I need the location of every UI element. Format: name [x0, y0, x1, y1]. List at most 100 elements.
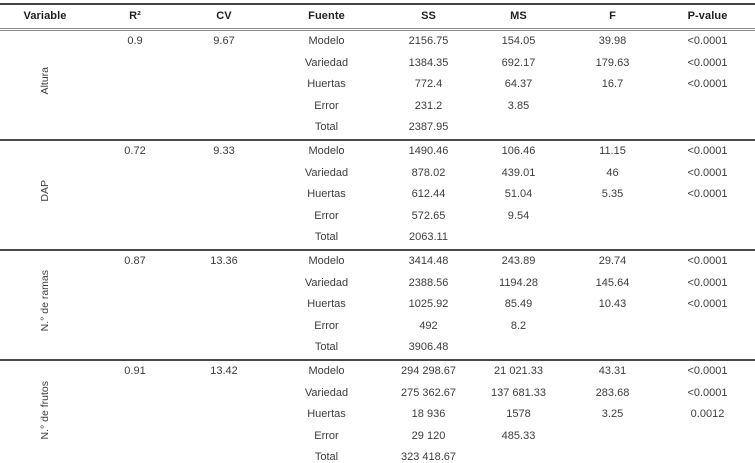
cell-ss: 612.44	[411, 188, 446, 201]
cell-ms: 243.89	[501, 254, 536, 267]
cell-f: 16.7	[601, 78, 624, 91]
cell-ss: 2063.11	[409, 231, 448, 244]
r2-value: 0.87	[124, 254, 146, 267]
table-row: Huertas 772.4 64.37 16.7 <0.0001	[0, 74, 755, 96]
cell-ms: 3.85	[507, 99, 530, 112]
cell-pvalue	[660, 227, 755, 250]
cell-ms: 1194.28	[499, 276, 538, 289]
header-cell-cv: CV	[216, 10, 232, 22]
cell-ss: 2156.75	[408, 35, 449, 47]
cell-ms: 439.01	[501, 166, 536, 179]
table-row: Total 323 418.67	[0, 447, 755, 463]
cell-ss: 1384.35	[408, 56, 449, 69]
cell-f: 43.31	[598, 364, 627, 377]
cell-pvalue	[660, 96, 755, 118]
cell-fuente: Modelo	[308, 254, 345, 267]
cell-ss: 275 362.67	[400, 386, 457, 399]
anova-table-container: Variable R² CV Fuente SS MS F P-value Al…	[0, 3, 755, 463]
variable-group: DAP 0.72 9.33 Modelo 1490.46 106.46 11.15 <0.00…	[0, 140, 755, 250]
variable-group: N.° de ramas 0.87 13.36 Modelo 3414.48 243.89…	[0, 250, 755, 360]
variable-label-cell: Altura	[0, 30, 90, 140]
cell-fuente: Error	[314, 209, 339, 222]
cell-ss: 29 120	[411, 429, 446, 442]
cell-f	[565, 227, 660, 250]
cv-value: 13.42	[210, 364, 238, 377]
cell-fuente: Total	[314, 231, 339, 244]
cell-fuente: Variedad	[304, 276, 349, 289]
table-row: Variedad 1384.35 692.17 179.63 <0.0001	[0, 53, 755, 75]
header-cell-pvalue: P-value	[687, 10, 728, 22]
cell-ms: 51.04	[504, 188, 533, 201]
cell-pvalue: <0.0001	[687, 78, 728, 91]
cell-ms	[472, 337, 565, 360]
cell-f	[565, 117, 660, 140]
cell-ss: 772.4	[414, 78, 443, 91]
table-row: Total 3906.48	[0, 337, 755, 360]
cell-f: 29.74	[598, 254, 627, 267]
table-row: N.° de ramas 0.87 13.36 Modelo 3414.48 243.89…	[0, 250, 755, 331]
variable-label: N.° de frutos	[38, 381, 51, 440]
cell-pvalue: 0.0012	[690, 408, 725, 421]
cell-pvalue: <0.0001	[687, 144, 728, 157]
cell-f	[565, 337, 660, 360]
variable-label: Altura	[38, 66, 51, 95]
cell-f	[565, 426, 660, 448]
cell-fuente: Huertas	[307, 78, 346, 91]
cell-fuente: Huertas	[307, 408, 346, 421]
cell-pvalue	[660, 337, 755, 360]
cell-pvalue: <0.0001	[687, 35, 728, 47]
header-cell-variable: Variable	[23, 10, 67, 22]
cell-ss: 1025.92	[408, 298, 449, 311]
table-row: Error 572.65 9.54	[0, 206, 755, 228]
cell-ms: 106.46	[501, 144, 536, 157]
header-cell-r2: R²	[129, 10, 141, 22]
cell-ss: 878.02	[411, 166, 446, 179]
cell-f: 10.43	[598, 298, 627, 311]
cell-pvalue	[660, 316, 755, 338]
cell-f: 179.63	[595, 56, 630, 69]
cell-ss: 3906.48	[408, 341, 449, 354]
cell-ss: 2388.56	[408, 276, 449, 289]
cell-fuente: Variedad	[304, 56, 349, 69]
cell-f: 145.64	[595, 276, 630, 289]
cell-ss: 323 418.67	[400, 451, 457, 463]
cell-pvalue: <0.0001	[687, 298, 728, 311]
table-row: Variedad 2388.56 1194.28 145.64 <0.0001	[0, 273, 755, 295]
cell-f	[565, 206, 660, 228]
cell-ss: 492	[419, 319, 438, 332]
cell-ms	[472, 227, 565, 250]
cell-pvalue: <0.0001	[687, 56, 728, 69]
cell-ms: 692.17	[501, 56, 536, 69]
cell-pvalue: <0.0001	[687, 254, 728, 267]
table-row: DAP 0.72 9.33 Modelo 1490.46 106.46 11.15 <0.00…	[0, 140, 755, 201]
cell-f: 3.25	[601, 408, 624, 421]
cell-ss: 231.2	[414, 99, 443, 112]
cell-fuente: Error	[314, 429, 339, 442]
cell-ms: 9.54	[507, 209, 530, 222]
variable-label-cell: N.° de frutos	[0, 360, 90, 463]
header-cell-fuente: Fuente	[308, 10, 345, 22]
cell-f: 5.35	[601, 188, 624, 201]
cell-ss: 3414.48	[408, 254, 449, 267]
cell-f	[565, 447, 660, 463]
header-cell-ss: SS	[421, 10, 436, 22]
cell-pvalue: <0.0001	[687, 188, 728, 201]
cell-fuente: Modelo	[308, 364, 345, 377]
cell-ms: 154.05	[501, 35, 536, 47]
variable-group: Altura 0.9 9.67 Modelo 2156.75 154.05 39.98 <0.…	[0, 30, 755, 140]
table-row: Altura 0.9 9.67 Modelo 2156.75 154.05 39.98 <0.…	[0, 30, 755, 94]
cell-pvalue	[660, 117, 755, 140]
table-row: Variedad 275 362.67 137 681.33 283.68 <0.000…	[0, 383, 755, 405]
cell-f	[565, 96, 660, 118]
cell-ss: 18 936	[411, 408, 446, 421]
cv-value: 13.36	[210, 254, 238, 267]
table-row: Error 492 8.2	[0, 316, 755, 338]
variable-label: N.° de ramas	[38, 269, 51, 332]
cell-ss: 1490.46	[408, 144, 449, 157]
cell-fuente: Total	[314, 121, 339, 134]
anova-table: Variable R² CV Fuente SS MS F P-value Al…	[0, 3, 755, 463]
variable-label-cell: DAP	[0, 140, 90, 250]
cell-f: 39.98	[598, 35, 627, 47]
cell-fuente: Error	[314, 99, 339, 112]
table-row: N.° de frutos 0.91 13.42 Modelo 294 298.67 21…	[0, 360, 755, 440]
